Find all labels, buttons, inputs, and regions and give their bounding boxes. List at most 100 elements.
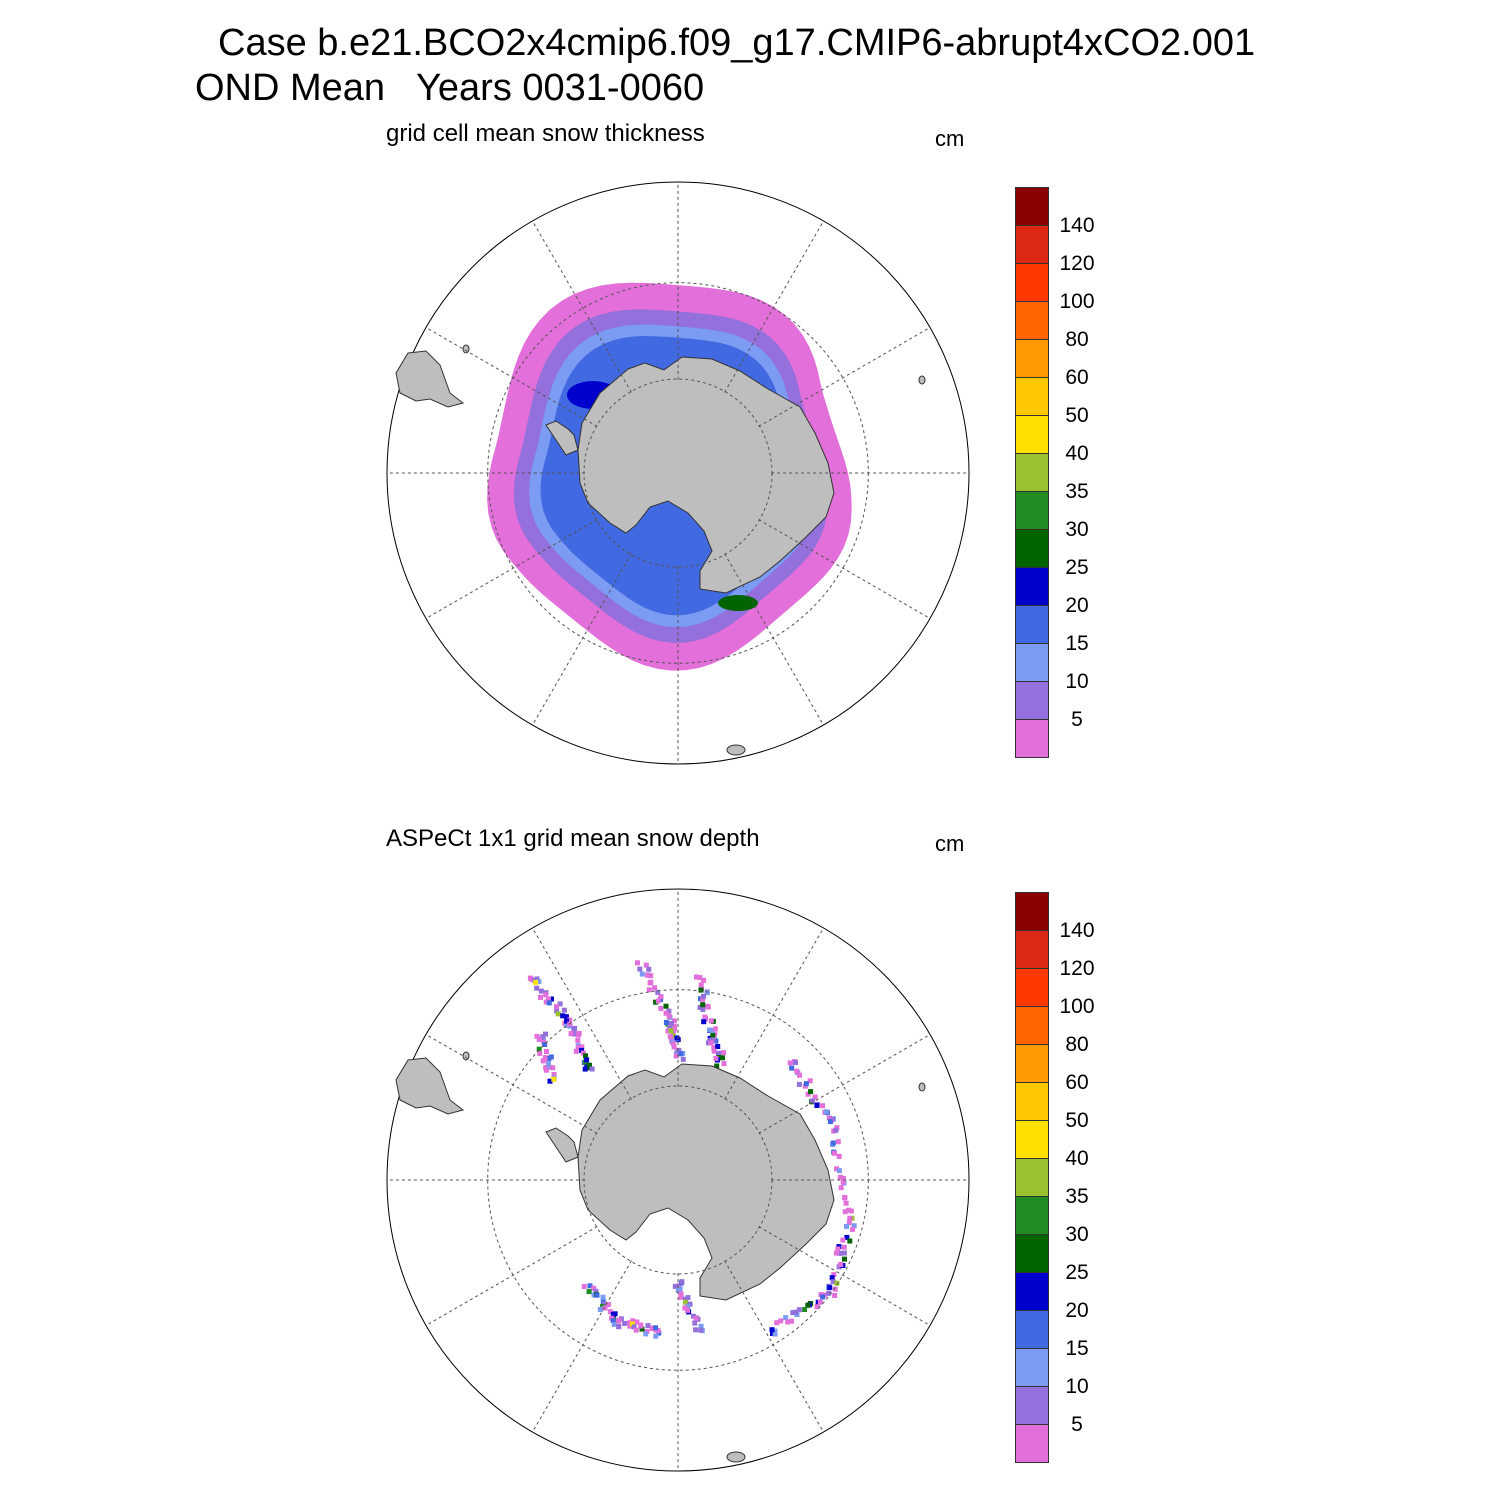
observation-cell xyxy=(653,999,659,1005)
new-zealand-land xyxy=(726,1451,746,1463)
observation-cell xyxy=(685,1295,691,1301)
panel-2-colorbar-swatch xyxy=(1015,1272,1049,1311)
observation-cell xyxy=(655,989,661,995)
observation-cell xyxy=(564,1018,570,1024)
observation-cell xyxy=(548,1054,554,1060)
observation-cell xyxy=(708,1018,714,1024)
observation-cell xyxy=(551,1072,557,1077)
observation-cell xyxy=(847,1215,853,1221)
observation-cell xyxy=(594,1292,600,1298)
observation-cell xyxy=(841,1244,847,1250)
observation-cell xyxy=(616,1324,622,1330)
observation-cell xyxy=(648,979,654,985)
observation-cell xyxy=(831,1272,837,1278)
observation-cell xyxy=(538,988,544,994)
panel-2-colorbar-tick-label: 40 xyxy=(1065,1147,1089,1170)
observation-cell xyxy=(820,1294,826,1300)
observation-cell xyxy=(678,1051,684,1057)
panel-2-colorbar-tick-label: 35 xyxy=(1065,1185,1089,1208)
observation-cell xyxy=(685,1303,691,1309)
panel-1-colorbar-tick-label: 100 xyxy=(1059,290,1095,313)
observation-cell xyxy=(631,1324,637,1330)
observation-cell xyxy=(838,1262,844,1267)
observation-cell xyxy=(546,1064,552,1070)
panel-1-colorbar-swatch xyxy=(1015,453,1049,492)
observation-cell xyxy=(693,1327,699,1333)
observation-cell xyxy=(573,1048,579,1054)
observation-cell xyxy=(692,1320,698,1326)
observation-cell xyxy=(540,1058,546,1064)
observation-cell xyxy=(652,985,658,991)
observation-cell xyxy=(720,1055,725,1061)
observation-cell xyxy=(711,1045,717,1051)
panel-1-colorbar-tick-label: 50 xyxy=(1065,404,1089,427)
observation-cell xyxy=(842,1256,847,1262)
antarctic-peninsula-land xyxy=(545,420,579,456)
panel-2-colorbar-tick-label: 15 xyxy=(1065,1337,1089,1360)
observation-cell xyxy=(584,1057,590,1063)
observation-cell xyxy=(812,1094,818,1100)
observation-cell xyxy=(698,987,704,993)
observation-cell xyxy=(672,1026,678,1032)
panel-2-title: ASPeCt 1x1 grid mean snow depth xyxy=(386,825,760,852)
observation-cell xyxy=(814,1304,820,1310)
observation-cell xyxy=(638,1323,644,1329)
island-land xyxy=(918,1082,926,1092)
observation-cell xyxy=(555,1011,561,1017)
observation-cell xyxy=(611,1321,617,1327)
observation-cell xyxy=(774,1320,780,1326)
observation-cell xyxy=(715,1044,721,1049)
observation-cell xyxy=(579,1047,585,1053)
panel-1-colorbar-tick-label: 140 xyxy=(1059,214,1095,237)
observation-cell xyxy=(543,1067,549,1073)
observation-cell xyxy=(667,1034,673,1040)
observation-cell xyxy=(836,1153,842,1159)
figure-title-line-1: Case b.e21.BCO2x4cmip6.f09_g17.CMIP6-abr… xyxy=(218,22,1256,64)
observation-cell xyxy=(534,1033,540,1039)
observation-cell xyxy=(646,987,652,993)
observation-cell xyxy=(674,1035,680,1041)
observation-cell xyxy=(778,1318,784,1324)
observation-cell xyxy=(633,1327,639,1333)
observation-cell xyxy=(682,1305,688,1311)
observation-cell xyxy=(583,1053,588,1059)
observation-cell xyxy=(536,1036,542,1042)
observation-cell xyxy=(830,1140,836,1146)
observation-cell xyxy=(591,1285,597,1291)
observation-cell xyxy=(697,975,703,981)
observation-cell xyxy=(554,1008,560,1014)
observation-cell xyxy=(671,1044,677,1050)
observation-cell xyxy=(817,1299,823,1305)
observation-cell xyxy=(534,976,540,982)
panel-2-colorbar-swatch xyxy=(1015,1044,1049,1083)
observation-cell xyxy=(536,1046,542,1052)
observation-cell xyxy=(698,1327,704,1333)
observation-cell xyxy=(572,1025,578,1031)
observation-cell xyxy=(663,1010,669,1016)
observation-cell xyxy=(772,1331,778,1337)
meridian-line xyxy=(758,327,931,427)
observation-cell xyxy=(841,1250,847,1256)
observation-cell xyxy=(610,1312,616,1317)
observation-cell xyxy=(770,1331,775,1336)
island-land xyxy=(918,375,926,385)
observation-cell xyxy=(674,1050,679,1056)
observation-cell xyxy=(693,1315,699,1321)
observation-cell xyxy=(622,1320,628,1326)
observation-cell xyxy=(834,1125,840,1131)
observation-cell xyxy=(658,1005,664,1011)
observation-cell xyxy=(694,974,699,980)
panel-2-colorbar-swatch xyxy=(1015,968,1049,1007)
observation-cell xyxy=(840,1175,846,1181)
observation-cell xyxy=(827,1119,833,1125)
observation-cell xyxy=(843,1200,849,1206)
observation-cell xyxy=(653,1325,659,1331)
meridian-line xyxy=(532,1260,632,1433)
observation-cell xyxy=(639,971,645,977)
observation-cell xyxy=(602,1305,608,1311)
panel-2-colorbar-swatch xyxy=(1015,1158,1049,1197)
meridian-line xyxy=(425,1226,598,1326)
observation-cell xyxy=(597,1307,603,1312)
meridian-line xyxy=(425,1034,598,1134)
map-boundary-circle xyxy=(386,181,970,765)
